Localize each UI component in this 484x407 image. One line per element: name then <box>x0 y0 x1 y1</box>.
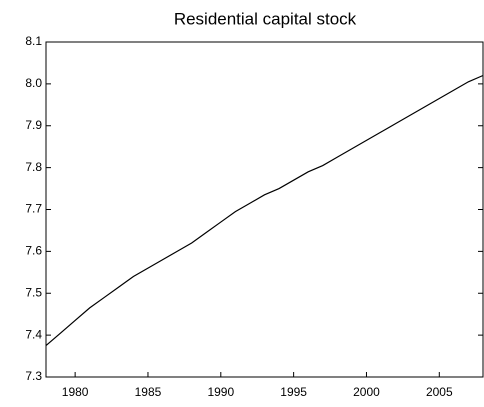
y-tick-label: 7.4 <box>25 327 42 341</box>
y-tick-label: 7.7 <box>25 202 42 216</box>
plot-frame <box>45 41 484 378</box>
y-tick-label: 7.5 <box>25 285 42 299</box>
y-tick-label: 7.6 <box>25 244 42 258</box>
x-tick-label: 2000 <box>353 385 380 399</box>
x-tick-label: 1995 <box>280 385 307 399</box>
x-tick-label: 1990 <box>207 385 234 399</box>
y-tick-label: 7.9 <box>25 118 42 132</box>
x-tick-label: 1980 <box>62 385 89 399</box>
x-tick-label: 2005 <box>426 385 453 399</box>
y-tick-label: 7.3 <box>25 369 42 383</box>
y-tick-label: 8.0 <box>25 76 42 90</box>
y-tick-label: 8.1 <box>25 34 42 48</box>
chart-title: Residential capital stock <box>174 9 357 28</box>
y-tick-label: 7.8 <box>25 160 42 174</box>
series-line <box>45 74 484 347</box>
x-tick-label: 1985 <box>135 385 162 399</box>
